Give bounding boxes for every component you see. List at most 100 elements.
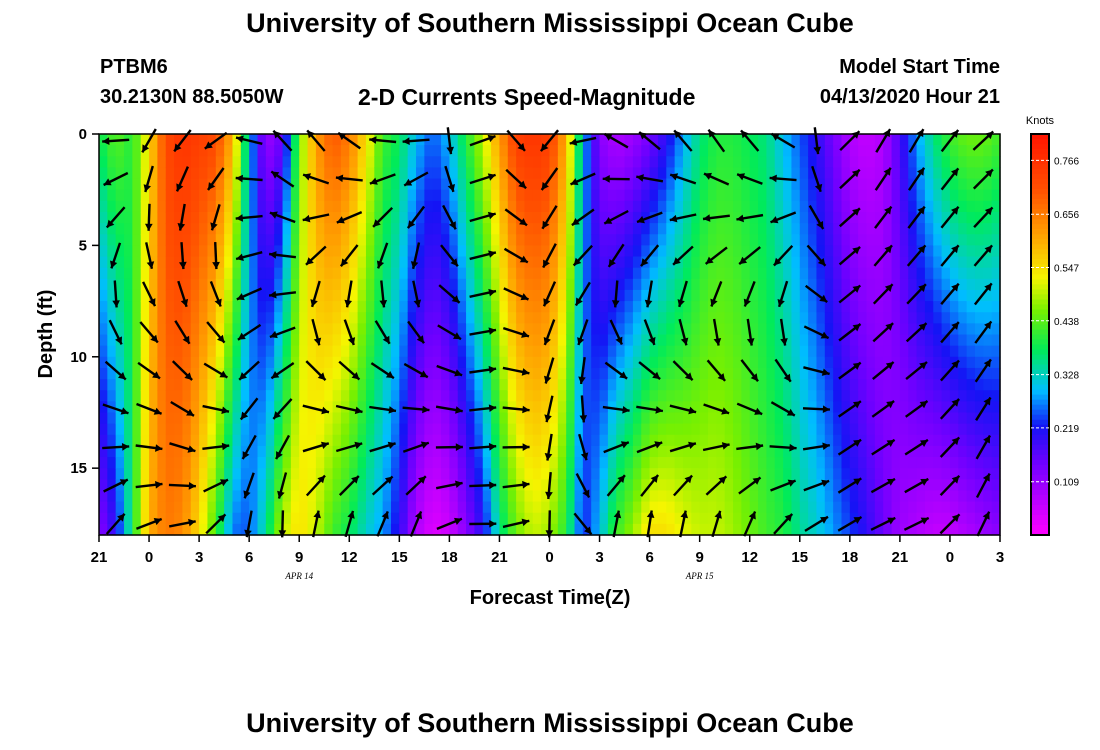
heatmap-cell [199,412,209,425]
heatmap-cell [299,301,309,313]
heatmap-cell [699,189,709,202]
heatmap-cell [841,423,851,436]
heatmap-cell [282,134,292,146]
heatmap-cell [340,134,350,146]
current-arrow [672,360,694,381]
heatmap-cell [382,501,392,514]
heatmap-cell [733,211,742,224]
heatmap-cell [299,178,309,191]
current-arrow [769,443,797,452]
heatmap-cell [866,189,876,202]
heatmap-cell [115,278,125,291]
heatmap-cell [657,178,667,191]
current-arrow [973,244,994,267]
heatmap-cell [974,468,984,480]
heatmap-cell [499,423,509,436]
heatmap-cell [449,312,459,324]
heatmap-cell [582,200,592,213]
heatmap-cell [616,356,626,369]
heatmap-cell [899,445,909,458]
heatmap-cell [616,390,626,402]
current-arrow [839,168,861,190]
heatmap-cell [432,356,442,369]
heatmap-cell [99,211,108,224]
heatmap-cell [149,323,158,336]
heatmap-cell [416,223,425,235]
heatmap-cell [265,345,275,358]
heatmap-cell [174,434,184,447]
heatmap-cell [958,245,968,258]
heatmap-cell [908,234,918,246]
current-arrow [335,174,363,183]
heatmap-cell [299,323,309,336]
heatmap-cell [249,312,259,324]
heatmap-cell [891,423,901,436]
heatmap-cell [332,323,342,336]
heatmap-cell [666,234,676,246]
heatmap-cell [190,189,200,202]
heatmap-cell [966,401,976,414]
heatmap-cell [691,423,701,436]
heatmap-cell [941,267,951,280]
heatmap-cell [824,323,834,336]
heatmap-cell [916,423,926,436]
heatmap-cell [115,423,125,436]
heatmap-cell [474,234,484,246]
heatmap-cell [582,412,592,425]
heatmap-cell [891,301,901,313]
heatmap-cell [866,356,876,369]
heatmap-cell [924,379,934,391]
heatmap-cell [140,457,150,469]
heatmap-cell [340,312,350,324]
heatmap-cell [883,523,893,536]
heatmap-cell [758,468,767,480]
heatmap-cell [974,367,984,380]
heatmap-cell [682,267,692,280]
heatmap-cell [883,301,893,313]
heatmap-cell [891,445,901,458]
heatmap-cell [649,356,659,369]
heatmap-cell [858,379,868,391]
heatmap-cell [766,523,776,536]
heatmap-cell [858,356,868,369]
heatmap-cell [874,334,884,347]
heatmap-cell [499,457,509,469]
heatmap-cell [682,278,692,291]
heatmap-cell [507,256,517,269]
heatmap-cell [207,490,217,503]
heatmap-cell [499,434,509,447]
heatmap-cell [866,490,876,503]
heatmap-cell [424,523,434,536]
heatmap-cell [666,345,676,358]
heatmap-cell [824,211,834,224]
heatmap-cell [966,457,976,469]
heatmap-cell [716,167,726,180]
heatmap-cell [491,512,501,525]
heatmap-cell [516,167,526,180]
heatmap-cell [124,412,133,425]
heatmap-cell [874,245,884,258]
heatmap-cell [516,189,526,202]
heatmap-cell [349,479,359,492]
heatmap-cell [357,289,367,302]
heatmap-cell [908,457,918,469]
heatmap-cell [849,445,859,458]
heatmap-cell [666,356,676,369]
heatmap-cell [616,211,626,224]
heatmap-cell [340,501,350,514]
heatmap-cell [466,356,476,369]
heatmap-cell [491,312,501,324]
heatmap-cell [399,457,409,469]
heatmap-cell [741,167,751,180]
heatmap-cell [474,457,484,469]
heatmap-cell [424,334,434,347]
heatmap-cell [841,211,851,224]
heatmap-cell [182,512,192,525]
heatmap-cell [833,390,843,402]
heatmap-cell [682,312,692,324]
heatmap-cell [174,390,184,402]
heatmap-cell [474,145,484,157]
heatmap-cell [224,234,234,246]
heatmap-cell [858,211,868,224]
heatmap-cell [849,423,859,436]
